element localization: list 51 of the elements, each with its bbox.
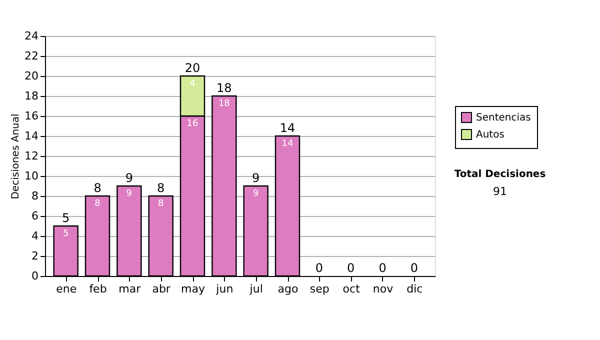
- y-tick-label: 20: [24, 70, 38, 82]
- text: 91: [493, 185, 507, 198]
- y-tick-label: 16: [24, 110, 38, 122]
- y-tick-label: 18: [24, 90, 38, 102]
- x-tick-label: ago: [278, 282, 298, 296]
- data-label: 18: [218, 99, 230, 109]
- total-label: 8: [157, 181, 165, 195]
- y-tick-label: 22: [24, 50, 38, 62]
- x-tick-label: nov: [372, 282, 394, 296]
- x-tick-label: dic: [406, 282, 423, 296]
- x-tick-label: oct: [342, 282, 361, 296]
- data-label: 8: [158, 199, 164, 209]
- y-tick-label: 24: [24, 30, 38, 42]
- total-label: 18: [216, 81, 232, 95]
- data-label: 5: [62, 229, 69, 239]
- x-tick-label: jul: [248, 282, 263, 296]
- total-label: 20: [184, 61, 200, 75]
- x-tick-label: abr: [152, 282, 171, 296]
- total-label: 14: [280, 121, 296, 135]
- total-label: 9: [252, 171, 260, 185]
- total-label: 0: [315, 261, 323, 275]
- data-label: 9: [252, 189, 259, 199]
- total-label: 0: [378, 261, 386, 275]
- text: Total Decisiones: [454, 169, 546, 180]
- x-tick-label: ene: [56, 282, 77, 296]
- total-label: 9: [125, 171, 133, 185]
- total-label: 0: [410, 261, 418, 275]
- total-label: 5: [62, 211, 70, 225]
- x-tick-label: sep: [310, 282, 330, 296]
- data-label: 14: [282, 139, 294, 149]
- y-tick-label: 14: [24, 130, 38, 142]
- data-label: 4: [190, 79, 196, 89]
- x-tick-label: mar: [118, 282, 142, 296]
- y-tick-label: 6: [32, 210, 38, 222]
- y-tick-label: 2: [32, 250, 38, 262]
- legend-label: Autos: [476, 130, 504, 140]
- legend-label: Sentencias: [476, 112, 531, 124]
- y-tick-label: 12: [24, 150, 38, 162]
- x-tick-label: feb: [89, 282, 107, 296]
- total-label: 8: [94, 181, 102, 195]
- data-label: 9: [126, 189, 132, 199]
- y-tick-label: 10: [24, 170, 38, 182]
- data-label: 16: [186, 119, 198, 129]
- y-axis-title: Decisiones Anual: [10, 114, 22, 200]
- y-tick-label: 8: [32, 190, 38, 202]
- x-tick-label: jun: [215, 282, 234, 296]
- y-tick-label: 4: [32, 230, 38, 242]
- total-label: 0: [347, 261, 355, 275]
- y-tick-label: 0: [32, 270, 38, 282]
- x-tick-label: may: [181, 282, 206, 296]
- data-label: 8: [94, 199, 101, 209]
